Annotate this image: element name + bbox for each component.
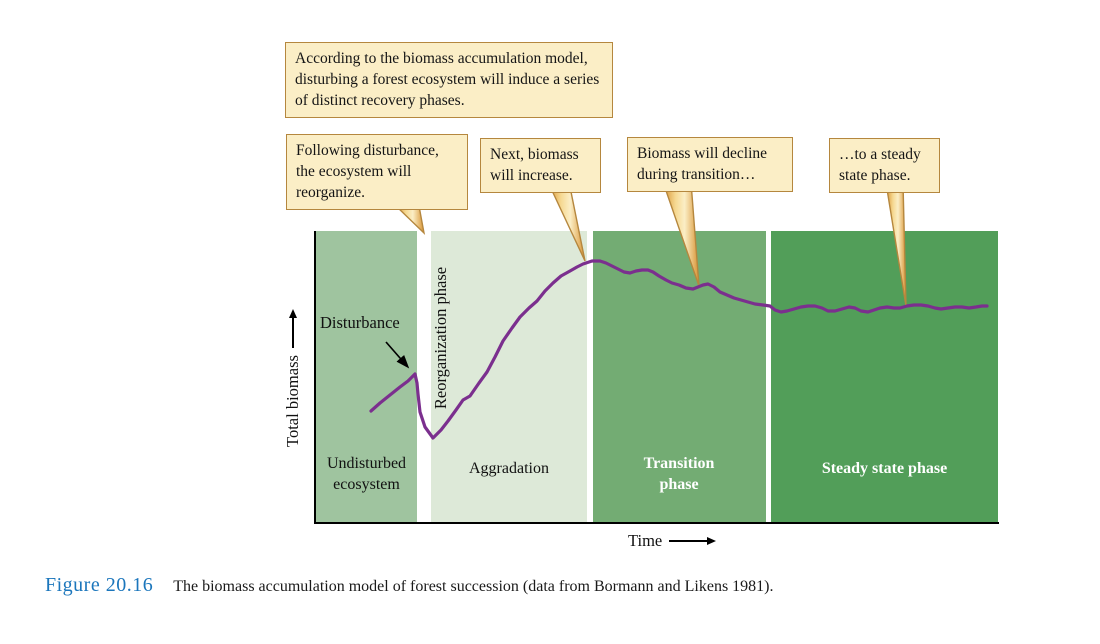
callout-tail-reorganize <box>394 205 426 236</box>
right-arrow-icon <box>707 537 717 545</box>
label-transition-phase: Transition phase <box>643 455 715 493</box>
y-axis-arrow-line <box>292 318 294 349</box>
band-aggradation <box>431 231 587 523</box>
x-axis-line <box>314 522 999 524</box>
disturbance-label: Disturbance <box>320 313 400 332</box>
band-steady-state <box>771 231 998 523</box>
y-axis-label: Total biomass <box>283 288 303 468</box>
up-arrow-icon <box>289 309 297 319</box>
x-axis-label-text: Time <box>628 531 663 550</box>
y-axis-line <box>314 231 316 523</box>
x-axis-arrow-line <box>669 540 708 542</box>
label-aggradation: Aggradation <box>469 460 549 477</box>
label-steady-state-phase: Steady state phase <box>821 460 948 477</box>
x-axis-label: Time <box>628 531 717 551</box>
callout-intro: According to the biomass accumulation mo… <box>285 42 613 118</box>
callout-decline: Biomass will decline during transition… <box>627 137 793 192</box>
callout-steady: …to a steady state phase. <box>829 138 940 193</box>
callout-increase: Next, biomass will increase. <box>480 138 601 193</box>
label-undisturbed-ecosystem: Undisturbed ecosystem <box>326 455 407 493</box>
figure-number: Figure 20.16 <box>45 574 154 596</box>
figure-caption: Figure 20.16 The biomass accumulation mo… <box>45 574 774 597</box>
y-axis-label-text: Total biomass <box>283 355 302 447</box>
figure-caption-text: The biomass accumulation model of forest… <box>173 578 774 595</box>
label-reorganization-phase: Reorganization phase <box>431 266 450 410</box>
callout-reorganize: Following disturbance, the ecosystem wil… <box>286 134 468 210</box>
